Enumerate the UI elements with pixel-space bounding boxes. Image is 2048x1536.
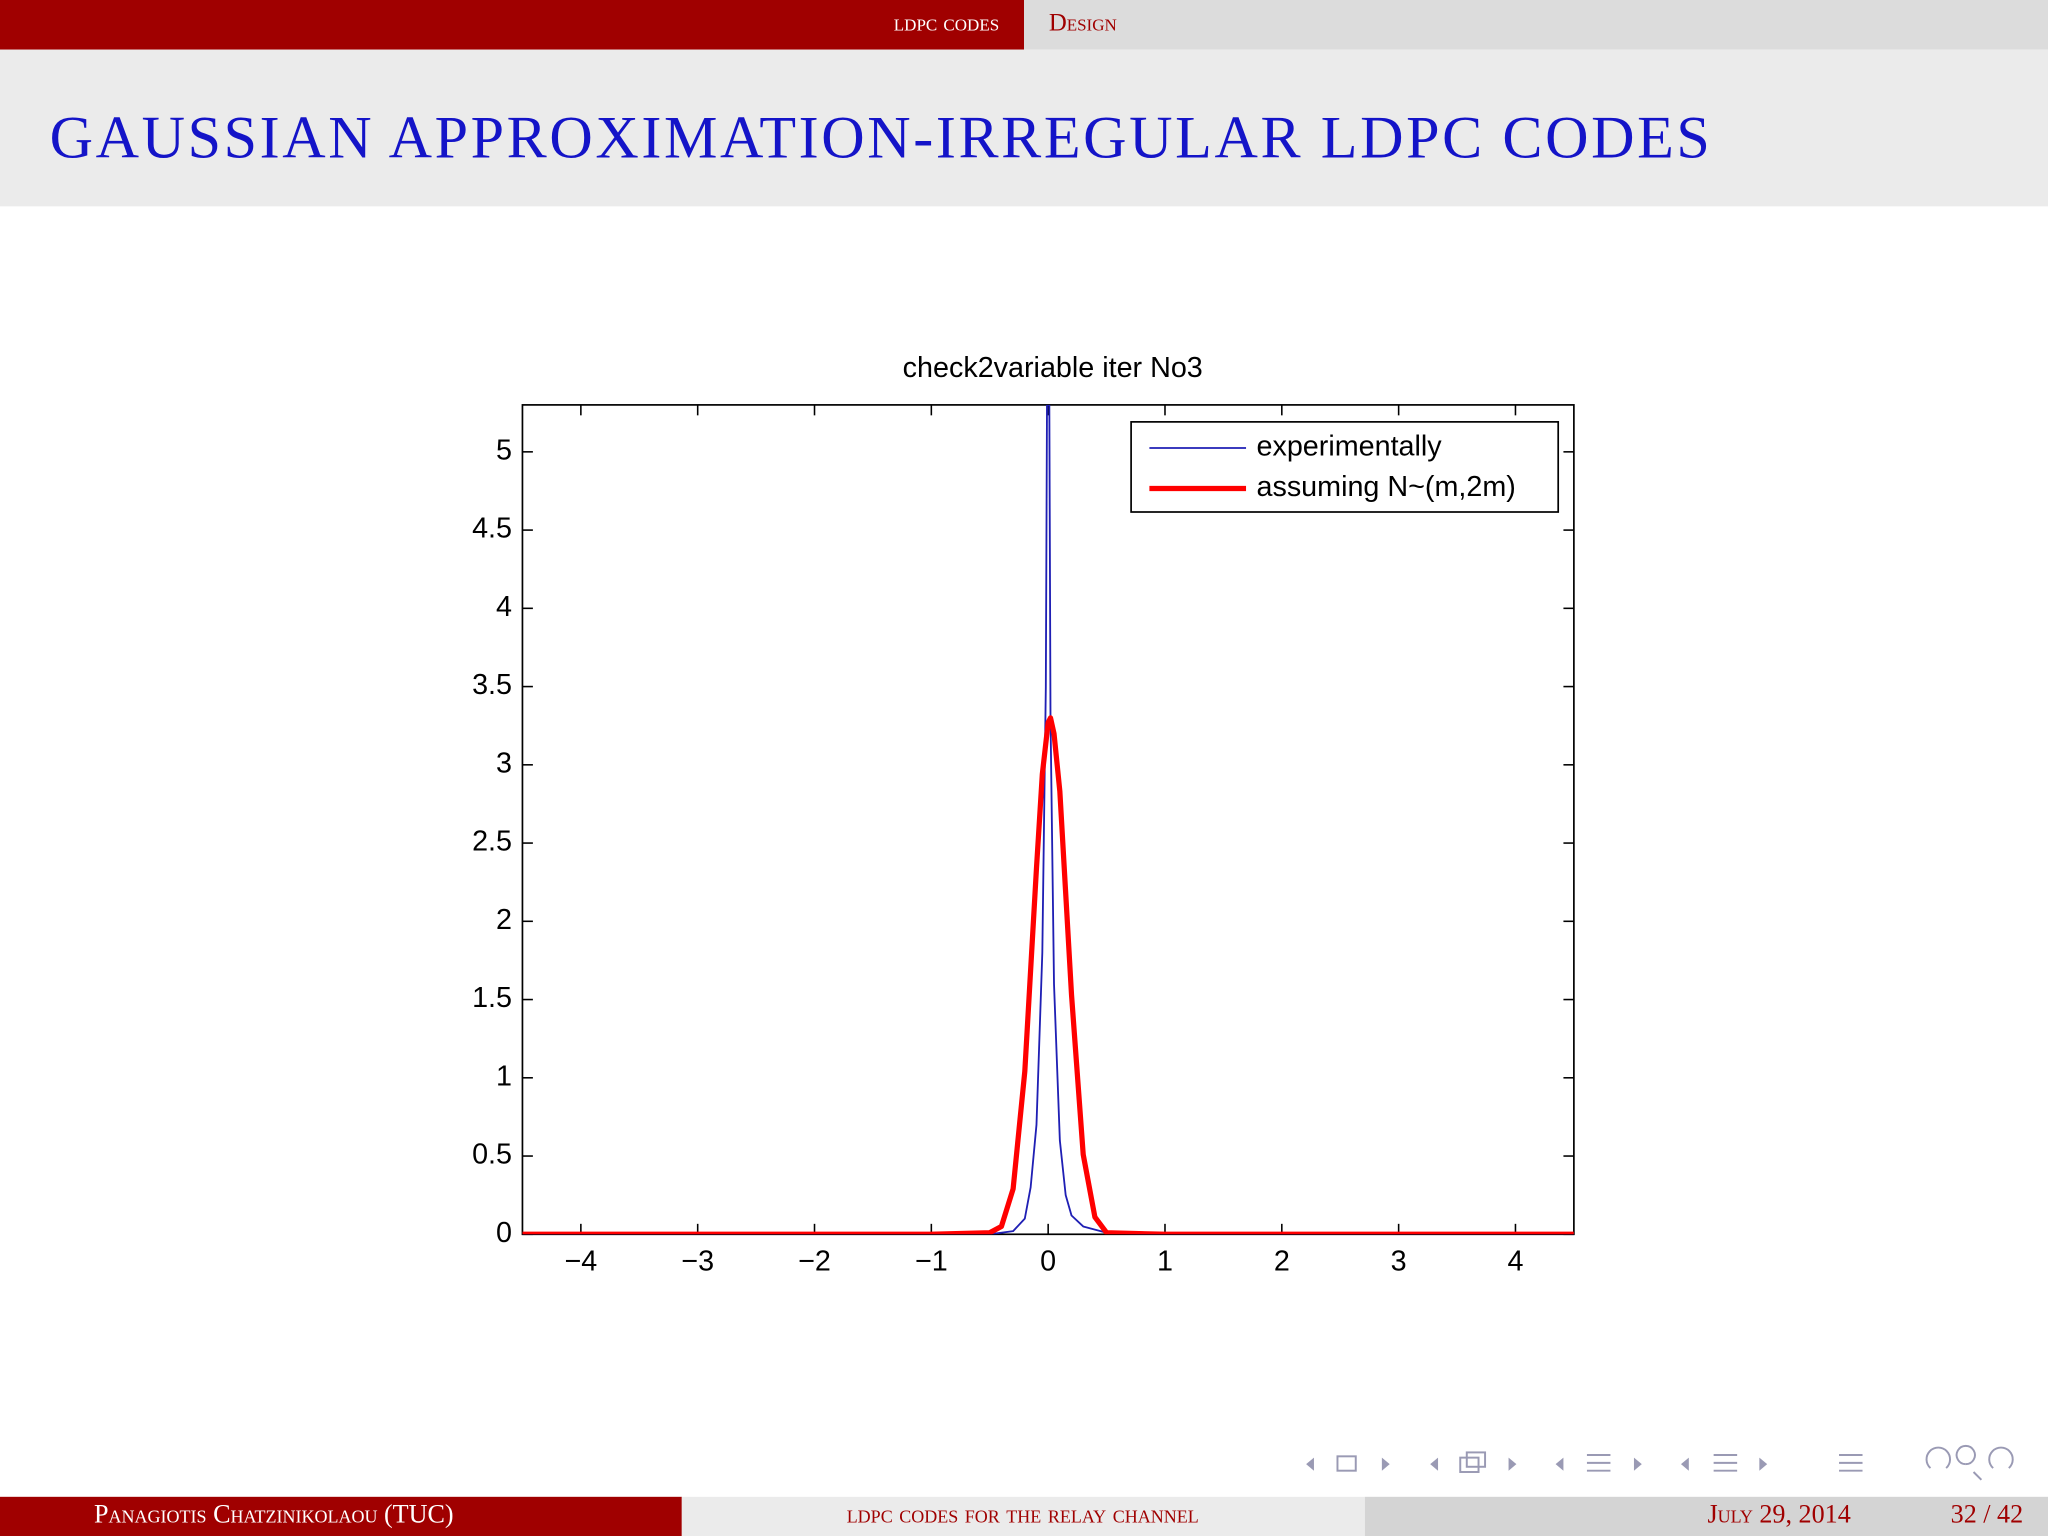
footer-date: July 29, 2014	[1708, 1499, 1851, 1528]
y-tick-label: 2.5	[472, 826, 512, 858]
plot-frame	[521, 404, 1575, 1236]
y-tick-label: 3	[496, 747, 512, 779]
footer-right	[1364, 1496, 2048, 1536]
y-tick-label: 4	[496, 591, 512, 623]
legend-box	[1130, 421, 1560, 513]
y-tick-label: 2	[496, 904, 512, 936]
nav-icons	[1336, 1444, 2014, 1481]
y-tick-label: 1	[496, 1060, 512, 1092]
footer-page: 32 / 42	[1951, 1499, 2024, 1528]
x-tick-label: −3	[681, 1246, 714, 1278]
nav-arrows	[1306, 1457, 1768, 1471]
legend-label: experimentally	[1256, 431, 1442, 463]
y-tick-label: 0.5	[472, 1139, 512, 1171]
y-tick-label: 5	[496, 434, 512, 466]
x-tick-label: −1	[915, 1246, 948, 1278]
y-tick-label: 4.5	[472, 513, 512, 545]
header-section: ldpc codes	[894, 10, 999, 37]
x-tick-label: −2	[798, 1246, 831, 1278]
footer-mid	[681, 1496, 1365, 1536]
x-tick-label: 0	[1040, 1246, 1056, 1278]
y-tick-label: 0	[496, 1217, 512, 1249]
header-right	[1024, 0, 2048, 50]
header-left	[0, 0, 1024, 50]
x-tick-label: 4	[1507, 1246, 1523, 1278]
x-tick-label: 3	[1391, 1246, 1407, 1278]
slide-title: GAUSSIAN APPROXIMATION-IRREGULAR LDPC CO…	[50, 103, 1713, 170]
legend-label: assuming N~(m,2m)	[1256, 471, 1515, 503]
chart-title: check2variable iter No3	[903, 352, 1203, 384]
x-tick-label: 2	[1274, 1246, 1290, 1278]
series-line	[522, 404, 1574, 1235]
series-line	[522, 715, 1574, 1235]
footer-left	[0, 1496, 682, 1536]
title-band	[0, 49, 2048, 207]
y-tick-label: 1.5	[472, 982, 512, 1014]
footer-author: Panagiotis Chatzinikolaou (TUC)	[94, 1499, 454, 1528]
plot: 0 0.5 1 1.5 2 2.5 3 3.5 4 4.5 5 −4 −3 −2 −1 0 1 2 3 4 experi…	[472, 404, 1574, 1278]
y-tick-label: 3.5	[472, 669, 512, 701]
footer-talk: ldpc codes for the relay channel	[847, 1499, 1199, 1528]
x-tick-label: −4	[564, 1246, 597, 1278]
x-tick-label: 1	[1157, 1246, 1173, 1278]
header-subsection: Design	[1049, 10, 1117, 37]
